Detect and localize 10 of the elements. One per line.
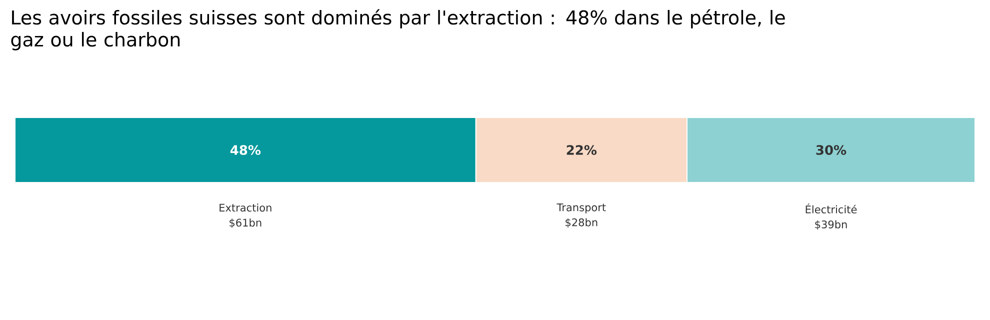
text: Extraction (220, 204, 272, 212)
text: $39bn (815, 220, 847, 230)
text: Transport (556, 204, 606, 214)
data-label: 22% (566, 145, 597, 155)
data-label: 30% (816, 145, 846, 155)
text: $61bn (230, 218, 262, 228)
text: Électricité (806, 204, 857, 214)
text: $28bn (566, 218, 598, 228)
data-label: 48% (230, 145, 261, 155)
chart-title: Les avoirs fossiles suisses sont dominés par l'extraction : 48% dans le pétrole, le gaz ou le charbon (11, 9, 785, 50)
